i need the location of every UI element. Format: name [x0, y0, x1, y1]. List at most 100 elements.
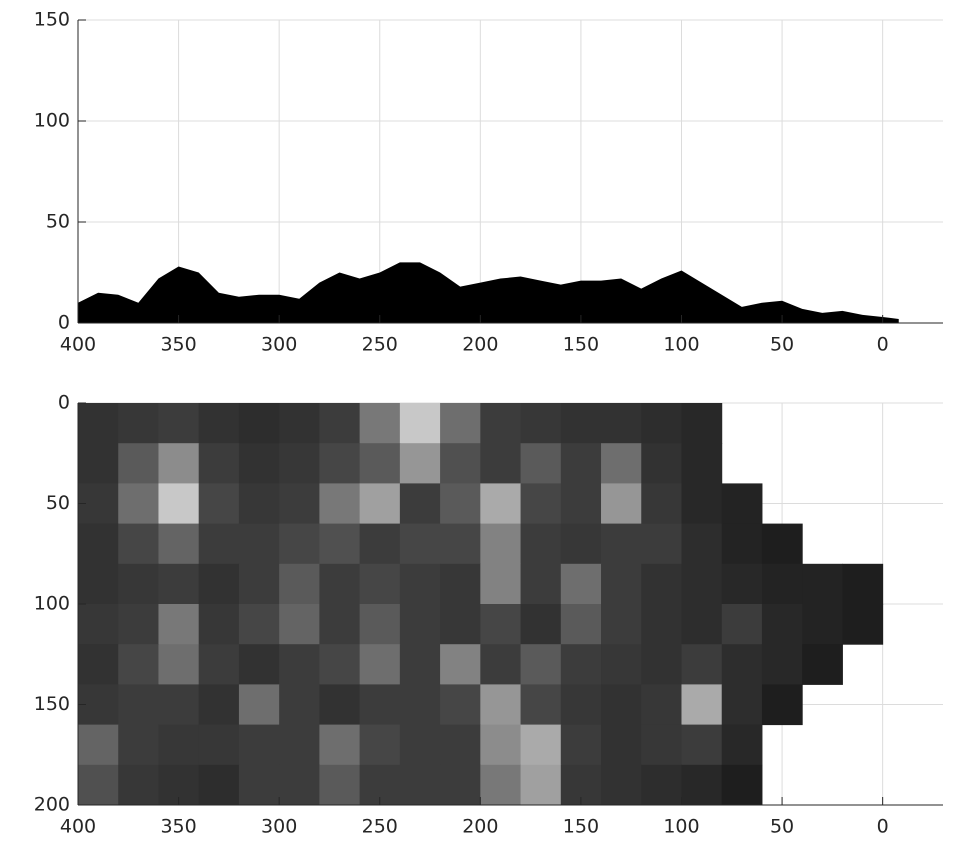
- heatmap-cell: [601, 764, 642, 806]
- heatmap-cell: [520, 483, 562, 525]
- heatmap-cell: [560, 684, 602, 726]
- heatmap-cell: [359, 403, 401, 444]
- heatmap-cell: [761, 563, 803, 605]
- heatmap-cell: [440, 764, 481, 806]
- heatmap-cell: [118, 443, 159, 484]
- area: [78, 262, 899, 323]
- x-tick-label: 0: [877, 334, 889, 356]
- x-tick-label: 50: [770, 816, 794, 838]
- heatmap-cell: [359, 724, 401, 766]
- heatmap-cell: [118, 403, 159, 444]
- heatmap-cell: [158, 443, 200, 484]
- heatmap-cell: [681, 764, 723, 806]
- heatmap-cell: [560, 443, 602, 484]
- heatmap-cell: [440, 403, 481, 444]
- heatmap-cell: [198, 644, 240, 685]
- heatmap-cell: [721, 764, 763, 806]
- heatmap-cell: [319, 604, 361, 645]
- heatmap-cell: [440, 604, 481, 645]
- heatmap-cell: [198, 563, 240, 605]
- heatmap-cell: [319, 443, 361, 484]
- heatmap-cell: [78, 403, 119, 444]
- heatmap-cell: [118, 724, 159, 766]
- heatmap-cell: [681, 563, 723, 605]
- heatmap-cell: [238, 563, 280, 605]
- heatmap-cell: [78, 644, 119, 685]
- heatmap-cell: [601, 403, 642, 444]
- heatmap-cell: [440, 523, 481, 565]
- heatmap-cell: [399, 403, 441, 444]
- heatmap-cell: [641, 604, 682, 645]
- heatmap-cell: [238, 523, 280, 565]
- heatmap-cell: [601, 604, 642, 645]
- heatmap-cell: [319, 724, 361, 766]
- heatmap-cell: [560, 523, 602, 565]
- heatmap-cell: [158, 604, 200, 645]
- heatmap-cell: [279, 724, 320, 766]
- heatmap-cell: [761, 523, 803, 565]
- heatmap-cell: [721, 523, 763, 565]
- heatmap-cell: [721, 563, 763, 605]
- heatmap-cell: [279, 523, 320, 565]
- x-tick-label: 100: [663, 816, 699, 838]
- heatmap-cell: [560, 403, 602, 444]
- y-tick-label: 50: [46, 492, 70, 514]
- heatmap-cell: [319, 644, 361, 685]
- heatmap-cell: [319, 523, 361, 565]
- heatmap-cell: [238, 403, 280, 444]
- heatmap-cell: [761, 644, 803, 685]
- heatmap-cell: [279, 563, 320, 605]
- heatmap-cell: [238, 724, 280, 766]
- heatmap-cell: [238, 684, 280, 726]
- heatmap-cell: [319, 764, 361, 806]
- heatmap-cell: [399, 483, 441, 525]
- heatmap-cell: [480, 523, 522, 565]
- heatmap-cell: [560, 563, 602, 605]
- heatmap-cell: [399, 604, 441, 645]
- heatmap-cell: [118, 483, 159, 525]
- heatmap-cell: [198, 403, 240, 444]
- heatmap-cell: [601, 724, 642, 766]
- x-tick-label: 200: [462, 334, 498, 356]
- heatmap-cell: [118, 563, 159, 605]
- heatmap-cell: [399, 523, 441, 565]
- heatmap-cell: [440, 483, 481, 525]
- heatmap-cell: [480, 403, 522, 444]
- heatmap-cell: [319, 403, 361, 444]
- heatmap-cell: [78, 563, 119, 605]
- heatmap-cell: [399, 764, 441, 806]
- heatmap-cell: [198, 724, 240, 766]
- heatmap-cell: [158, 483, 200, 525]
- heatmap-cell: [721, 684, 763, 726]
- heatmap-cell: [399, 724, 441, 766]
- heatmap-cell: [601, 443, 642, 484]
- heatmap-cell: [802, 563, 843, 605]
- heatmap-cell: [158, 523, 200, 565]
- heatmap-cell: [480, 644, 522, 685]
- heatmap-cell: [520, 563, 562, 605]
- y-tick-label: 0: [58, 312, 70, 334]
- x-tick-label: 350: [160, 816, 196, 838]
- heatmap-cell: [238, 604, 280, 645]
- heatmap-cell: [118, 604, 159, 645]
- y-tick-label: 0: [58, 392, 70, 414]
- x-tick-label: 0: [877, 816, 889, 838]
- heatmap-cell: [279, 764, 320, 806]
- heatmap-cell: [399, 684, 441, 726]
- heatmap-cell: [118, 764, 159, 806]
- heatmap-cell: [158, 403, 200, 444]
- heatmap-cell: [520, 604, 562, 645]
- heatmap-cell: [279, 604, 320, 645]
- heatmap-cell: [118, 684, 159, 726]
- heatmap-cell: [681, 523, 723, 565]
- heatmap-cell: [198, 523, 240, 565]
- heatmap-cell: [560, 644, 602, 685]
- heatmap-cell: [359, 563, 401, 605]
- y-tick-label: 200: [34, 794, 70, 816]
- heatmap-cell: [319, 483, 361, 525]
- heatmap-cell: [319, 684, 361, 726]
- heatmap-cell: [802, 604, 843, 645]
- heatmap-cell: [480, 443, 522, 484]
- heatmap-cell: [601, 523, 642, 565]
